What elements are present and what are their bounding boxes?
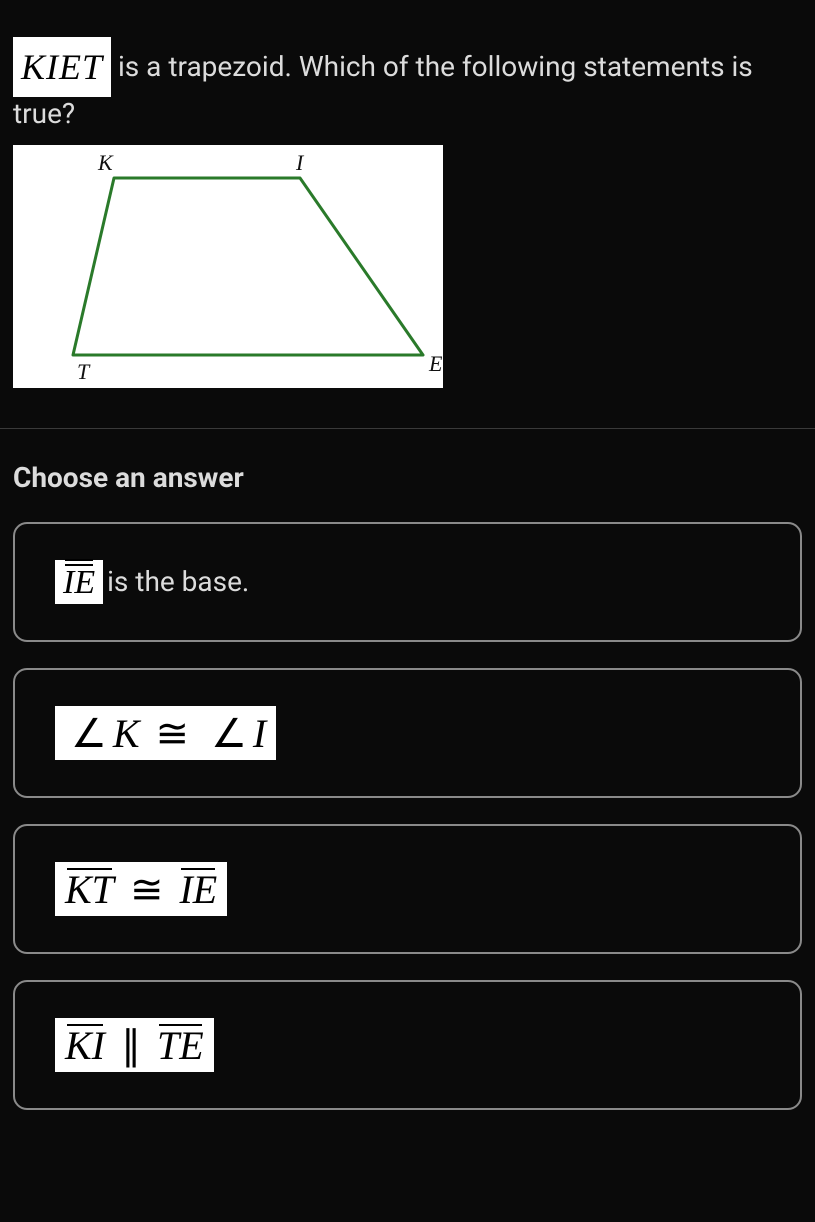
angle-I: I	[253, 711, 266, 756]
answer-option-1[interactable]: IE is the base.	[13, 522, 802, 642]
question-text: KIET is a trapezoid. Which of the follow…	[13, 0, 802, 135]
answer-option-2[interactable]: ∠K ≅ ∠I	[13, 668, 802, 798]
angle-K: K	[113, 711, 140, 756]
question-block: K I E T is a trapezoid. Which of the follow…	[0, 0, 815, 429]
math-kite-label: KIET	[13, 37, 111, 97]
overbar: IE	[63, 566, 95, 600]
segment-parallel: KI ∥ TE	[55, 1018, 214, 1072]
angle-symbol-2: ∠	[205, 711, 253, 756]
seg-KI: KI	[65, 1026, 105, 1066]
seg-KT: KT	[65, 870, 114, 910]
seg-IE-2: IE	[179, 870, 217, 910]
svg-text:K: K	[97, 150, 114, 175]
answer-option-4[interactable]: KI ∥ TE	[13, 980, 802, 1110]
angle-congruence: ∠K ≅ ∠I	[55, 706, 276, 760]
trapezoid-svg: K I E T	[13, 145, 443, 388]
answer-1-text: is the base.	[107, 565, 249, 598]
answer-option-3[interactable]: KT ≅ IE	[13, 824, 802, 954]
segment-IE: IE	[55, 560, 103, 604]
segment-congruence: KT ≅ IE	[55, 862, 227, 916]
seg-TE: TE	[157, 1026, 204, 1066]
question-suffix: is a trapezoid. Which of the following s…	[13, 50, 753, 130]
parallel-symbol: ∥	[115, 1023, 147, 1068]
svg-text:I: I	[295, 150, 305, 175]
angle-symbol: ∠	[65, 711, 113, 756]
quiz-wrapper: KIET is a trapezoid. Which of the follow…	[0, 0, 815, 1130]
choose-answer-heading: Choose an answer	[0, 429, 815, 522]
svg-text:T: T	[77, 359, 91, 384]
answers-list: IE is the base. ∠K ≅ ∠I KT ≅ IE KI ∥ TE	[0, 522, 815, 1130]
congruent-symbol-2: ≅	[124, 867, 170, 912]
congruent-symbol: ≅	[150, 711, 196, 756]
svg-text:E: E	[428, 351, 443, 376]
trapezoid-figure: K I E T	[13, 145, 443, 388]
